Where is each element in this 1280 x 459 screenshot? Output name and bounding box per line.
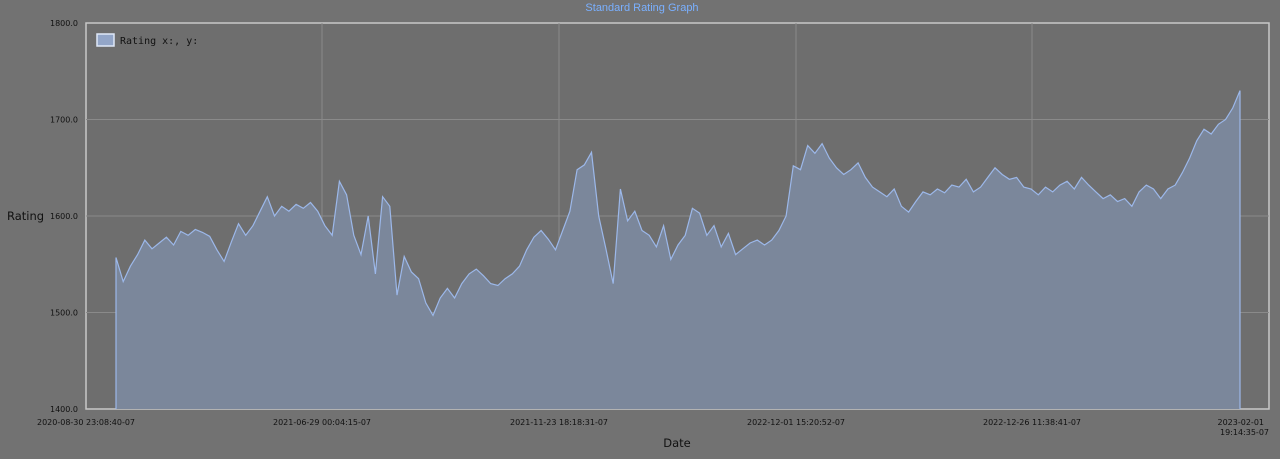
- x-tick-label: 2022-12-01 15:20:52-07: [747, 418, 845, 427]
- series-line: [115, 90, 1241, 409]
- y-tick-labels: 1400.0 1500.0 1600.0 1700.0 1800.0: [50, 19, 78, 414]
- x-tick-label: 2020-08-30 23:08:40-07: [37, 418, 135, 427]
- x-tick-label: 2022-12-26 11:38:41-07: [983, 418, 1081, 427]
- x-axis-label: Date: [663, 436, 691, 450]
- x-tick-label: 2023-02-01 19:14:35-07: [1218, 418, 1270, 437]
- y-tick-label: 1800.0: [50, 19, 78, 28]
- y-axis-label: Rating: [7, 209, 44, 223]
- x-tick-labels: 2020-08-30 23:08:40-07 2021-06-29 00:04:1…: [37, 418, 1269, 437]
- y-tick-label: 1700.0: [50, 116, 78, 125]
- legend: Rating x:, y:: [96, 33, 198, 47]
- y-tick-label: 1500.0: [50, 309, 78, 318]
- y-tick-label: 1600.0: [50, 212, 78, 221]
- legend-swatch: [96, 33, 115, 47]
- area-fill: [116, 90, 1240, 409]
- chart-title: Standard Rating Graph: [585, 2, 698, 14]
- area-series: [115, 90, 1241, 409]
- legend-label: Rating x:, y:: [120, 36, 198, 47]
- x-tick-label: 2021-06-29 00:04:15-07: [273, 418, 371, 427]
- x-tick-label: 2021-11-23 18:18:31-07: [510, 418, 608, 427]
- y-tick-label: 1400.0: [50, 405, 78, 414]
